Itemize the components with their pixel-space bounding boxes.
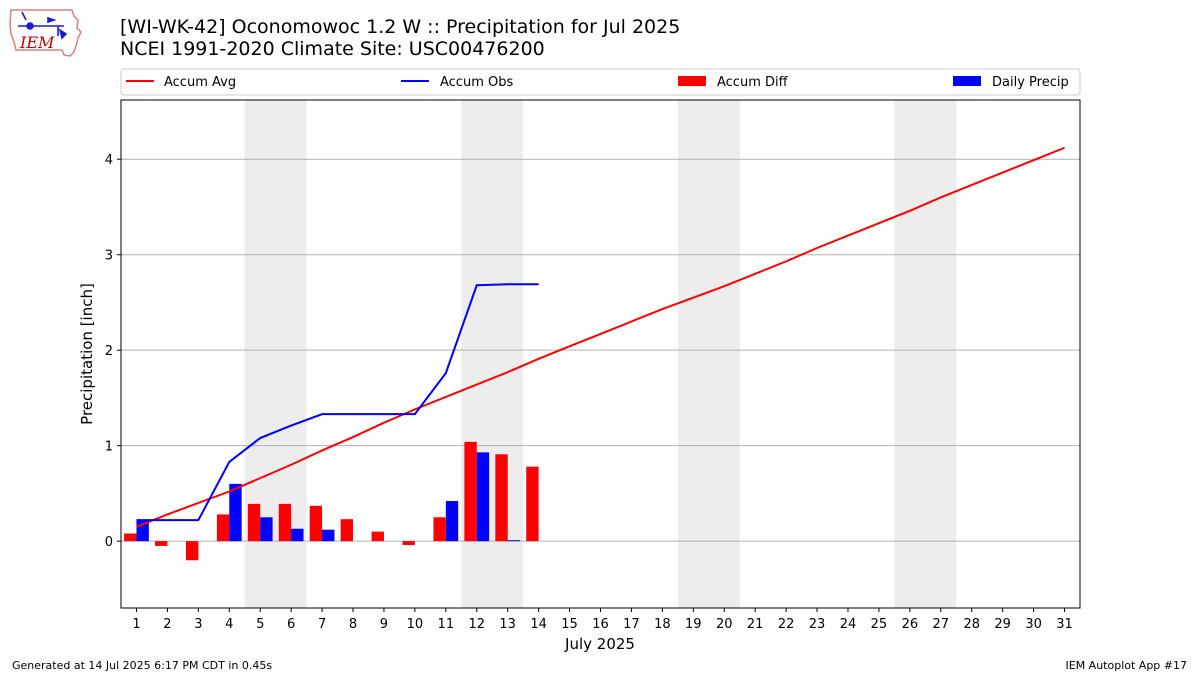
app-label: IEM Autoplot App #17 (1065, 659, 1188, 672)
accum-diff-bar-day-8 (340, 519, 354, 542)
iem-logo: IEM (9, 9, 82, 57)
legend-label-accum-avg: Accum Avg (164, 75, 236, 90)
daily-precip-bar-day-11 (445, 501, 459, 542)
weekend-band-4 (894, 100, 957, 608)
title-line-1: [WI-WK-42] Oconomowoc 1.2 W :: Precipita… (120, 16, 681, 38)
iowa-state-outline (9, 9, 82, 57)
y-tick-label-0: 0 (105, 535, 113, 550)
title-line-2: NCEI 1991-2020 Climate Site: USC00476200 (120, 38, 545, 60)
x-tick-label-28: 28 (963, 617, 980, 632)
accum-diff-bar-day-4 (216, 514, 230, 542)
legend-label-daily-precip: Daily Precip (992, 75, 1069, 90)
weather-station-icon (18, 11, 68, 40)
lines-layer (136, 146, 1065, 528)
x-tick-label-4: 4 (225, 617, 233, 632)
x-tick-label-23: 23 (809, 617, 826, 632)
x-tick-label-22: 22 (778, 617, 795, 632)
x-tick-label-18: 18 (654, 617, 671, 632)
x-tick-label-7: 7 (318, 617, 326, 632)
x-tick-label-3: 3 (194, 617, 202, 632)
legend-frame (120, 68, 1081, 96)
x-tick-label-10: 10 (407, 617, 424, 632)
daily-precip-bar-day-12 (476, 452, 490, 542)
x-tick-label-27: 27 (933, 617, 950, 632)
x-tick-label-31: 31 (1056, 617, 1073, 632)
legend-swatch-accum-diff (678, 76, 706, 86)
x-tick-label-13: 13 (499, 617, 516, 632)
accum-diff-bar-day-5 (247, 503, 261, 542)
weekend-band-3 (677, 100, 740, 608)
accum-obs-line (136, 283, 539, 522)
accum-diff-bar-day-1 (124, 533, 137, 542)
accum-diff-bar-day-9 (371, 531, 384, 542)
x-tick-label-14: 14 (530, 617, 547, 632)
accum-diff-bar-day-10 (402, 541, 415, 545)
daily-precip-bar-day-7 (322, 529, 335, 542)
accum-diff-bar-day-3 (185, 541, 199, 561)
x-tick-label-19: 19 (685, 617, 702, 632)
legend: Accum Avg Accum Obs Accum Diff Daily Pre… (120, 68, 1081, 96)
accum-diff-bar-day-13 (495, 454, 508, 542)
x-axis-label: July 2025 (564, 635, 635, 653)
accum-diff-bar-day-12 (464, 441, 477, 542)
y-tick-label-2: 2 (105, 344, 113, 359)
x-tick-label-25: 25 (871, 617, 888, 632)
legend-label-accum-diff: Accum Diff (717, 75, 789, 90)
grid-lines (121, 158, 1080, 542)
x-tick-label-1: 1 (132, 617, 140, 632)
x-tick-label-12: 12 (468, 617, 485, 632)
x-tick-label-9: 9 (380, 617, 388, 632)
x-tick-label-11: 11 (438, 617, 455, 632)
generated-note: Generated at 14 Jul 2025 6:17 PM CDT in … (12, 659, 273, 672)
x-tick-label-8: 8 (349, 617, 357, 632)
daily-precip-bar-day-5 (260, 517, 273, 542)
accum-diff-bar-day-2 (155, 541, 168, 546)
legend-label-accum-obs: Accum Obs (440, 75, 513, 90)
chart-title: [WI-WK-42] Oconomowoc 1.2 W :: Precipita… (120, 16, 680, 60)
accum-diff-bar-day-6 (278, 503, 292, 542)
y-tick-label-1: 1 (105, 440, 113, 455)
x-tick-label-15: 15 (561, 617, 578, 632)
logo-text: IEM (19, 33, 55, 52)
x-axis: 1 2 3 4 5 6 7 8 9 10 11 12 13 14 15 16 17 18 19 20 21 22 23 24 2… (132, 608, 1073, 632)
accum-diff-bar-day-11 (433, 517, 446, 542)
x-tick-label-26: 26 (902, 617, 919, 632)
x-tick-label-17: 17 (623, 617, 640, 632)
y-tick-label-3: 3 (105, 249, 113, 264)
x-tick-label-24: 24 (840, 617, 857, 632)
daily-precip-bar-day-4 (229, 483, 242, 542)
daily-precip-bar-day-6 (291, 528, 304, 542)
x-tick-label-6: 6 (287, 617, 295, 632)
accum-diff-bar-day-14 (526, 466, 539, 542)
daily-precip-bar-day-13 (507, 540, 521, 542)
x-tick-label-2: 2 (163, 617, 171, 632)
y-axis: 0 1 2 3 4 (105, 153, 121, 550)
legend-swatch-daily-precip (953, 76, 981, 86)
x-tick-label-20: 20 (716, 617, 733, 632)
x-tick-label-21: 21 (747, 617, 764, 632)
y-axis-label: Precipitation [inch] (78, 283, 96, 425)
bars-layer (124, 441, 539, 561)
x-tick-label-5: 5 (256, 617, 264, 632)
x-tick-label-29: 29 (994, 617, 1011, 632)
accum-diff-bar-day-7 (309, 505, 323, 542)
x-tick-label-16: 16 (592, 617, 609, 632)
accum-avg-line (136, 146, 1065, 528)
x-tick-label-30: 30 (1025, 617, 1042, 632)
y-tick-label-4: 4 (105, 153, 113, 168)
